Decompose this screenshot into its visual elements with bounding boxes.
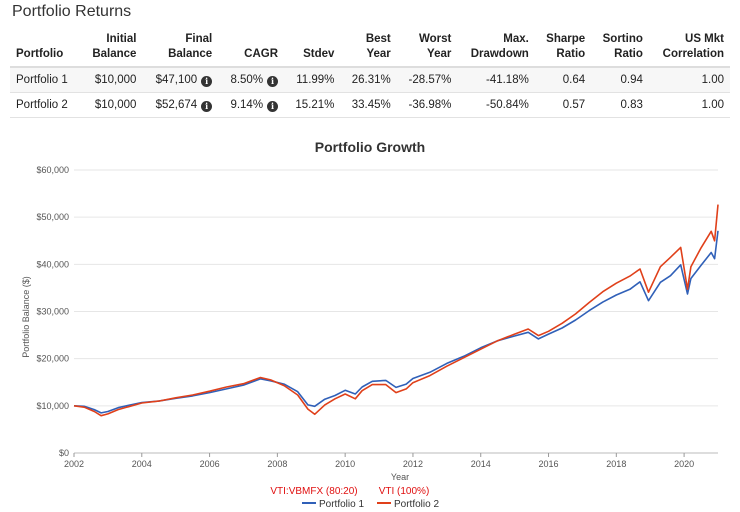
header-portfolio: Portfolio (10, 30, 81, 68)
x-tick-label: 2004 (132, 459, 152, 469)
table-row: Portfolio 1 $10,000 $47,100 i 8.50% i 11.9… (10, 67, 730, 93)
legend-item-portfolio-2[interactable]: Portfolio 2 (377, 499, 439, 510)
header-sortino-ratio: Sortino Ratio (591, 30, 649, 68)
cell-portfolio: Portfolio 2 (10, 92, 81, 118)
series-line-portfolio-1 (73, 230, 719, 414)
cell-sharpe-ratio: 0.64 (534, 67, 592, 93)
legend-label: Portfolio 2 (394, 499, 439, 510)
header-cagr: CAGR (218, 30, 285, 68)
x-tick-label: 2006 (200, 459, 220, 469)
table-header-row: Portfolio Initial Balance Final Balance CA… (10, 30, 730, 68)
x-tick-label: 2018 (606, 459, 626, 469)
table-row: Portfolio 2 $10,000 $52,674 i 9.14% i 15.2… (10, 92, 730, 118)
info-circle-icon[interactable]: i (201, 75, 213, 87)
cell-initial-balance: $10,000 (80, 92, 143, 118)
cell-sortino-ratio: 0.83 (591, 92, 649, 118)
chart-series (73, 204, 719, 417)
header-sharpe-ratio: Sharpe Ratio (534, 30, 592, 68)
x-tick-label: 2016 (539, 459, 559, 469)
cell-stdev: 15.21% (284, 92, 341, 118)
x-axis-ticks: 2002 2004 2006 2008 2010 2012 2014 2016 2018 2020 (64, 453, 694, 469)
info-circle-icon[interactable]: i (201, 100, 213, 112)
cell-stdev: 11.99% (284, 67, 341, 93)
cell-us-mkt-correlation: 1.00 (648, 92, 730, 118)
cell-sortino-ratio: 0.94 (591, 67, 649, 93)
header-best-year: Best Year (340, 30, 397, 68)
info-circle-icon[interactable]: i (267, 75, 279, 87)
cell-best-year: 26.31% (340, 67, 397, 93)
header-max-drawdown: Max. Drawdown (457, 30, 535, 68)
y-tick-label: $40,000 (36, 259, 69, 269)
cell-worst-year: -28.57% (396, 67, 458, 93)
info-circle-icon[interactable]: i (267, 100, 279, 112)
x-tick-label: 2014 (471, 459, 491, 469)
cell-cagr: 8.50% i (218, 67, 285, 93)
cell-best-year: 33.45% (340, 92, 397, 118)
chart-grid (74, 169, 718, 454)
x-axis-label: Year (391, 472, 409, 482)
y-axis-label: Portfolio Balance ($) (21, 276, 31, 358)
cell-sharpe-ratio: 0.57 (534, 92, 592, 118)
cell-final-balance: $47,100 i (142, 67, 219, 93)
legend-label: Portfolio 1 (319, 499, 364, 510)
x-tick-label: 2008 (267, 459, 287, 469)
legend-item-portfolio-1[interactable]: Portfolio 1 (302, 499, 364, 510)
header-us-mkt-correlation: US Mkt Correlation (648, 30, 730, 68)
series-line-portfolio-2 (73, 204, 719, 417)
cell-final-balance: $52,674 i (142, 92, 219, 118)
chart-title: Portfolio Growth (315, 139, 425, 155)
cell-us-mkt-correlation: 1.00 (648, 67, 730, 93)
portfolio-returns-table: Portfolio Initial Balance Final Balance CA… (10, 30, 730, 118)
x-tick-label: 2020 (674, 459, 694, 469)
cell-portfolio: Portfolio 1 (10, 67, 81, 93)
y-tick-label: $30,000 (36, 307, 69, 317)
y-axis-ticks: $0 $10,000 $20,000 $30,000 $40,000 $50,000 $60… (36, 165, 69, 458)
y-tick-label: $0 (59, 448, 69, 458)
portfolio-growth-chart: Portfolio Growth $0 $10,000 $20,000 $30,000… (21, 139, 719, 510)
page-title: Portfolio Returns (12, 3, 132, 20)
legend-subtitle-portfolio-2: VTI (100%) (379, 486, 430, 497)
cell-max-drawdown: -41.18% (457, 67, 535, 93)
header-initial-balance: Initial Balance (80, 30, 143, 68)
header-stdev: Stdev (284, 30, 341, 68)
cell-max-drawdown: -50.84% (457, 92, 535, 118)
cell-worst-year: -36.98% (396, 92, 458, 118)
y-tick-label: $60,000 (36, 165, 69, 175)
header-final-balance: Final Balance (142, 30, 219, 68)
legend-subtitle-portfolio-1: VTI:VBMFX (80:20) (270, 486, 357, 497)
x-tick-label: 2012 (403, 459, 423, 469)
x-tick-label: 2010 (335, 459, 355, 469)
y-tick-label: $10,000 (36, 401, 69, 411)
cell-initial-balance: $10,000 (80, 67, 143, 93)
y-tick-label: $20,000 (36, 354, 69, 364)
y-tick-label: $50,000 (36, 212, 69, 222)
cell-cagr: 9.14% i (218, 92, 285, 118)
x-tick-label: 2002 (64, 459, 84, 469)
header-worst-year: Worst Year (396, 30, 458, 68)
